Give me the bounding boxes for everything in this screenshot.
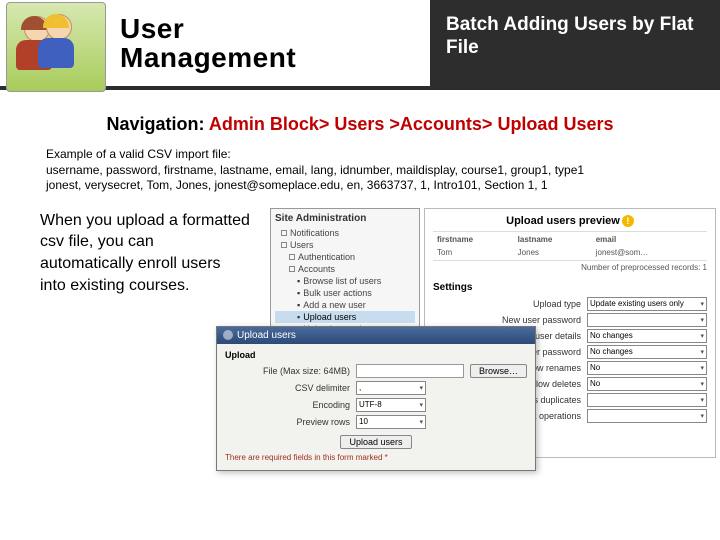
settings-select[interactable]: Update existing users only▾ (587, 297, 707, 311)
required-note: There are required fields in this form m… (225, 453, 527, 462)
page-title: UserManagement (116, 0, 430, 86)
tree-item-authentication[interactable]: Authentication (298, 252, 355, 262)
upload-section-label: Upload (225, 350, 527, 360)
nav-label: Navigation: (107, 114, 209, 134)
upload-users-button[interactable]: Upload users (340, 435, 411, 449)
encoding-label: Encoding (225, 400, 350, 410)
nav-path: Admin Block> Users >Accounts> Upload Use… (209, 114, 614, 134)
csv-header-row: username, password, firstname, lastname,… (46, 163, 680, 179)
encoding-select[interactable]: UTF-8▾ (356, 398, 426, 412)
settings-heading: Settings (433, 282, 707, 293)
col-firstname: firstname (435, 234, 514, 245)
cell-lastname: Jones (516, 247, 592, 258)
dialog-titlebar: Upload users (217, 327, 535, 344)
delimiter-label: CSV delimiter (225, 383, 350, 393)
previewrows-label: Preview rows (225, 417, 350, 427)
subtitle-text: Batch Adding Users by Flat File (446, 14, 704, 60)
preview-title: Upload users preview! (433, 215, 707, 227)
header-bar: UserManagement Batch Adding Users by Fla… (0, 0, 720, 90)
tree-item-add[interactable]: Add a new user (303, 300, 366, 310)
screenshots-area: Site Administration Notifications Users … (260, 208, 720, 468)
tree-title: Site Administration (275, 213, 415, 224)
settings-select[interactable]: ▾ (587, 409, 707, 423)
tree-item-upload-users[interactable]: Upload users (303, 312, 356, 322)
col-email: email (594, 234, 705, 245)
upload-dialog: Upload users Upload File (Max size: 64MB… (216, 326, 536, 471)
csv-example: Example of a valid CSV import file: user… (46, 147, 680, 194)
file-label: File (Max size: 64MB) (225, 366, 350, 376)
settings-select[interactable]: No changes▾ (587, 329, 707, 343)
file-input[interactable] (356, 364, 464, 378)
settings-label: New user password (433, 315, 583, 325)
tree-item-browse[interactable]: Browse list of users (303, 276, 381, 286)
previewrows-select[interactable]: 10▾ (356, 415, 426, 429)
dialog-title-text: Upload users (237, 330, 296, 341)
records-count: Number of preprocessed records: 1 (433, 263, 707, 272)
tree-item-notifications[interactable]: Notifications (290, 228, 339, 238)
title-line1: User (120, 13, 184, 44)
settings-select[interactable]: ▾ (587, 393, 707, 407)
settings-row: New user password ▾ (433, 313, 707, 327)
page-subtitle: Batch Adding Users by Flat File (430, 0, 720, 86)
tree-item-accounts[interactable]: Accounts (298, 264, 335, 274)
delimiter-select[interactable]: ,▾ (356, 381, 426, 395)
csv-intro: Example of a valid CSV import file: (46, 147, 680, 163)
settings-select[interactable]: ▾ (587, 313, 707, 327)
users-icon (6, 2, 106, 92)
tree-item-users[interactable]: Users (290, 240, 314, 250)
cell-email: jonest@som… (594, 247, 705, 258)
settings-label: Upload type (433, 299, 583, 309)
browse-button[interactable]: Browse… (470, 364, 527, 378)
tree-item-bulk[interactable]: Bulk user actions (303, 288, 372, 298)
title-line2: Management (120, 42, 296, 73)
preview-table: firstname lastname email Tom Jones jones… (433, 231, 707, 261)
col-lastname: lastname (516, 234, 592, 245)
settings-select[interactable]: No changes▾ (587, 345, 707, 359)
settings-select[interactable]: No▾ (587, 377, 707, 391)
cell-firstname: Tom (435, 247, 514, 258)
settings-row: Upload type Update existing users only▾ (433, 297, 707, 311)
warning-icon: ! (622, 215, 634, 227)
breadcrumb: Navigation: Admin Block> Users >Accounts… (0, 114, 720, 135)
dialog-icon (223, 330, 233, 340)
csv-data-row: jonest, verysecret, Tom, Jones, jonest@s… (46, 178, 680, 194)
settings-select[interactable]: No▾ (587, 361, 707, 375)
